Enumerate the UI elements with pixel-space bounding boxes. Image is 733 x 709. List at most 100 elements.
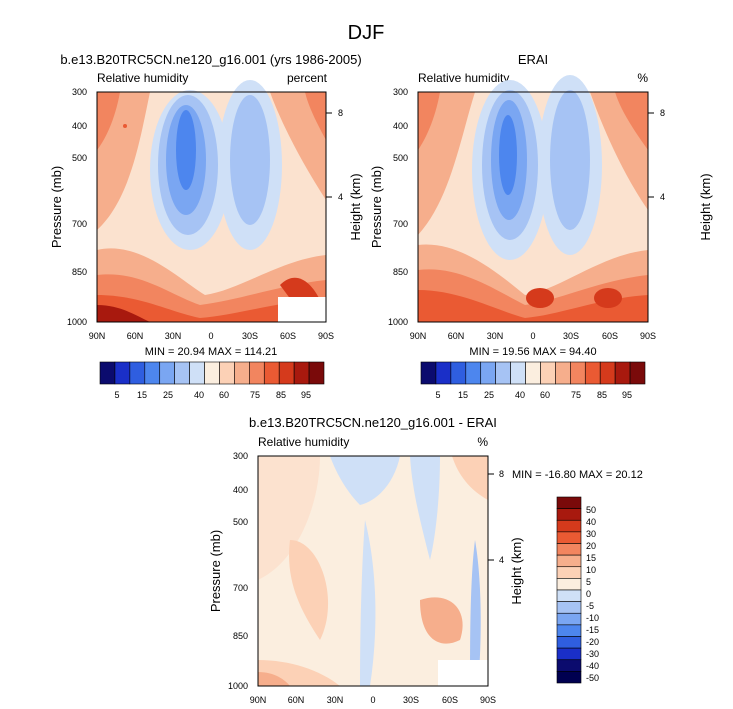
colorbar-label: -30 <box>586 649 599 659</box>
y-tick: 850 <box>393 267 408 277</box>
x-tick: 30S <box>403 695 419 705</box>
colorbar-label: 15 <box>586 553 596 563</box>
colorbar-swatch <box>556 543 582 556</box>
panel-model-y2-ticks: 8 4 <box>326 108 343 202</box>
x-tick: 0 <box>530 331 535 341</box>
colorbar-swatch <box>114 361 131 385</box>
x-tick: 90S <box>640 331 656 341</box>
colorbar-label: 20 <box>586 541 596 551</box>
colorbar-swatch <box>525 361 541 385</box>
colorbar-label: 40 <box>586 517 596 527</box>
panel-diff: b.e13.B20TRC5CN.ne120_g16.001 - ERAI Rel… <box>208 415 643 705</box>
y-tick: 400 <box>233 485 248 495</box>
x-tick: 60S <box>602 331 618 341</box>
colorbar-label: 60 <box>540 390 550 400</box>
colorbar-swatch <box>174 361 190 385</box>
y-tick: 300 <box>393 87 408 97</box>
colorbar-swatch <box>570 361 586 385</box>
colorbar-swatch <box>556 566 582 579</box>
y-tick: 400 <box>72 121 87 131</box>
colorbar-label: 25 <box>484 390 494 400</box>
x-tick: 60N <box>127 331 144 341</box>
panel-model-colorbar-labels: 5 15 25 40 60 75 85 95 <box>114 390 311 400</box>
colorbar-swatch <box>556 519 582 533</box>
colorbar-swatch <box>599 361 616 385</box>
panel-model-stats: MIN = 20.94 MAX = 114.21 <box>145 346 277 358</box>
panel-diff-y-ticks: 300 400 500 700 850 1000 <box>228 451 248 691</box>
panel-diff-x-ticks: 90N 60N 30N 0 30S 60S 90S <box>250 695 496 705</box>
panel-model-x-ticks: 90N 60N 30N 0 30S 60S 90S <box>89 331 334 341</box>
y-tick: 850 <box>233 631 248 641</box>
panel-model-ylabel: Pressure (mb) <box>49 166 64 248</box>
y2-tick: 4 <box>660 192 665 202</box>
colorbar-label: 95 <box>622 390 632 400</box>
panel-diff-colorbar <box>556 496 582 684</box>
colorbar-swatch <box>249 361 265 385</box>
panel-diff-y2label: Height (km) <box>509 537 524 604</box>
page-title: DJF <box>348 22 385 44</box>
colorbar-swatch <box>556 612 582 626</box>
colorbar-swatch <box>556 508 582 521</box>
panel-model-colorbar <box>99 361 325 385</box>
y-tick: 700 <box>393 219 408 229</box>
colorbar-swatch <box>556 601 582 614</box>
colorbar-swatch <box>556 671 582 684</box>
colorbar-label: -20 <box>586 637 599 647</box>
colorbar-label: -50 <box>586 673 599 683</box>
y2-tick: 8 <box>660 108 665 118</box>
colorbar-label: 0 <box>586 589 591 599</box>
colorbar-swatch <box>450 361 467 385</box>
colorbar-swatch <box>556 554 582 568</box>
x-tick: 0 <box>208 331 213 341</box>
x-tick: 30N <box>165 331 182 341</box>
y-tick: 500 <box>72 153 87 163</box>
colorbar-swatch <box>556 624 582 637</box>
x-tick: 30N <box>327 695 344 705</box>
colorbar-swatch <box>556 578 582 591</box>
colorbar-label: 5 <box>114 390 119 400</box>
x-tick: 60S <box>442 695 458 705</box>
y-tick: 700 <box>72 219 87 229</box>
colorbar-label: 60 <box>219 390 229 400</box>
y-tick: 500 <box>393 153 408 163</box>
panel-diff-left-label: Relative humidity <box>258 435 349 449</box>
colorbar-swatch <box>435 361 452 385</box>
panel-model-y-ticks: 300 400 500 700 850 1000 <box>67 87 87 327</box>
x-tick: 30S <box>563 331 579 341</box>
panel-diff-right-label: % <box>477 435 488 449</box>
x-tick: 90N <box>250 695 267 705</box>
colorbar-swatch <box>234 361 250 385</box>
x-tick: 90N <box>410 331 427 341</box>
colorbar-swatch <box>293 361 310 385</box>
colorbar-label: 5 <box>586 577 591 587</box>
panel-model: b.e13.B20TRC5CN.ne120_g16.001 (yrs 1986-… <box>49 52 363 400</box>
panel-obs: ERAI Relative humidity % 90N 60N 30N <box>369 52 713 400</box>
x-tick: 60S <box>280 331 296 341</box>
panel-diff-y2-ticks: 8 4 <box>488 469 504 565</box>
y-tick: 850 <box>72 267 87 277</box>
colorbar-label: 40 <box>194 390 204 400</box>
colorbar-swatch <box>308 361 325 385</box>
colorbar-swatch <box>219 361 235 385</box>
colorbar-label: 85 <box>276 390 286 400</box>
colorbar-swatch <box>556 636 582 649</box>
colorbar-swatch <box>159 361 175 385</box>
colorbar-label: 15 <box>458 390 468 400</box>
panel-obs-right-label: % <box>637 71 648 85</box>
x-tick: 30S <box>242 331 258 341</box>
panel-obs-left-label: Relative humidity <box>418 71 509 85</box>
colorbar-label: -5 <box>586 601 594 611</box>
colorbar-label: 40 <box>515 390 525 400</box>
y2-tick: 4 <box>499 555 504 565</box>
colorbar-swatch <box>540 361 556 385</box>
y-tick: 300 <box>72 87 87 97</box>
panel-obs-y-ticks: 300 400 500 700 850 1000 <box>388 87 408 327</box>
y-tick: 500 <box>233 517 248 527</box>
colorbar-swatch <box>144 361 161 385</box>
colorbar-label: -40 <box>586 661 599 671</box>
x-tick: 0 <box>370 695 375 705</box>
colorbar-label: 10 <box>586 565 596 575</box>
y-tick: 1000 <box>228 681 248 691</box>
panel-obs-y2label: Height (km) <box>698 173 713 240</box>
